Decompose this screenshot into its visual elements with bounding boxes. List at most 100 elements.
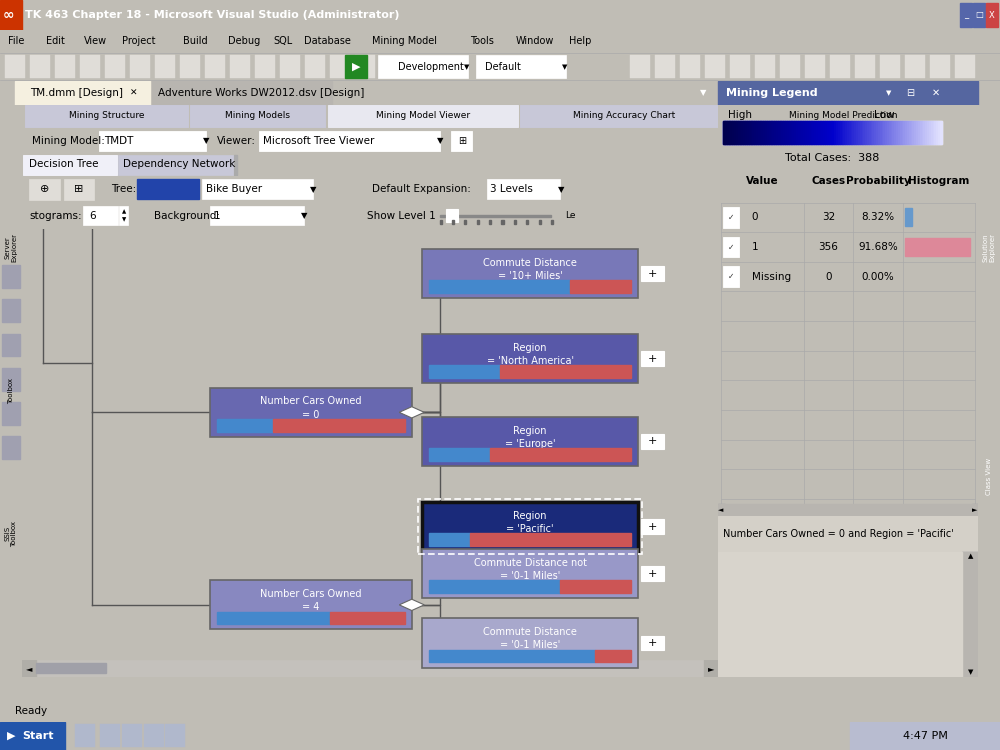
Bar <box>862 122 863 144</box>
Text: Solution
Explorer: Solution Explorer <box>982 233 996 262</box>
Bar <box>422 249 638 298</box>
Bar <box>752 122 754 144</box>
Polygon shape <box>399 599 424 610</box>
Bar <box>792 122 794 144</box>
Text: ▼: ▼ <box>562 64 567 70</box>
Bar <box>818 122 820 144</box>
Bar <box>725 122 727 144</box>
Bar <box>769 122 771 144</box>
Text: Toolbox: Toolbox <box>8 378 14 404</box>
Bar <box>920 122 922 144</box>
Bar <box>750 122 752 144</box>
Text: SSIS
Toolbox: SSIS Toolbox <box>4 520 18 547</box>
Bar <box>856 122 858 144</box>
Bar <box>885 122 887 144</box>
Bar <box>834 122 836 144</box>
Text: Region: Region <box>513 425 547 436</box>
Bar <box>907 122 909 144</box>
Bar <box>800 122 801 144</box>
Text: Edit: Edit <box>46 36 65 46</box>
Text: □: □ <box>975 10 983 20</box>
Bar <box>842 122 843 144</box>
Bar <box>501 220 504 224</box>
Bar <box>923 122 925 144</box>
Bar <box>840 122 842 144</box>
Bar <box>2 265 20 288</box>
Text: Decision Tree: Decision Tree <box>29 159 98 169</box>
Bar <box>863 122 865 144</box>
Bar <box>780 56 800 78</box>
Bar <box>927 122 929 144</box>
Bar <box>789 122 791 144</box>
Bar <box>429 365 500 378</box>
Text: Commute Distance: Commute Distance <box>483 258 577 268</box>
Bar <box>825 122 827 144</box>
Bar <box>500 365 631 378</box>
Bar <box>882 122 883 144</box>
Bar <box>858 122 860 144</box>
Text: Server
Explorer: Server Explorer <box>4 233 18 262</box>
Text: ▲: ▲ <box>968 554 973 560</box>
Bar <box>903 122 905 144</box>
Bar <box>736 122 738 144</box>
Bar <box>894 122 896 144</box>
Text: 1: 1 <box>752 242 758 252</box>
Text: Number Cars Owned: Number Cars Owned <box>260 589 362 599</box>
Text: ▶: ▶ <box>7 730 16 741</box>
Bar <box>514 220 516 224</box>
Text: Mining Legend: Mining Legend <box>726 88 818 98</box>
Text: 4:47 PM: 4:47 PM <box>903 730 947 741</box>
Bar <box>595 650 631 662</box>
Text: Mining Model Prediction: Mining Model Prediction <box>789 111 898 119</box>
Bar <box>704 660 718 676</box>
Bar <box>755 56 775 78</box>
Bar <box>180 56 200 78</box>
Bar <box>641 352 664 366</box>
Text: Low: Low <box>874 110 895 120</box>
Bar <box>105 56 125 78</box>
Bar <box>791 122 792 144</box>
Bar <box>476 56 566 78</box>
Bar <box>155 56 175 78</box>
Text: Microsoft Tree Viewer: Microsoft Tree Viewer <box>263 136 374 146</box>
Bar <box>778 122 780 144</box>
Bar <box>938 122 940 144</box>
Bar <box>832 122 834 144</box>
Bar <box>724 506 745 515</box>
Bar <box>452 220 454 224</box>
Bar <box>791 122 792 144</box>
Bar <box>932 122 934 144</box>
Bar <box>23 154 117 176</box>
Bar <box>2 334 20 356</box>
Bar <box>883 122 885 144</box>
Bar <box>889 122 891 144</box>
Bar <box>905 56 925 78</box>
Bar <box>922 122 923 144</box>
Bar <box>210 388 412 437</box>
Bar <box>869 122 871 144</box>
Bar <box>487 179 560 200</box>
Bar <box>825 122 827 144</box>
Text: = 'Pacific': = 'Pacific' <box>506 524 554 534</box>
Bar <box>896 122 898 144</box>
Bar <box>830 56 850 78</box>
Text: Probability: Probability <box>846 176 910 186</box>
Bar <box>918 122 920 144</box>
Bar <box>880 122 882 144</box>
Bar <box>818 122 820 144</box>
Bar <box>838 122 840 144</box>
Bar <box>847 122 849 144</box>
Bar <box>765 122 767 144</box>
Bar <box>809 122 811 144</box>
Text: = '0-1 Miles': = '0-1 Miles' <box>500 571 560 581</box>
Bar <box>847 122 849 144</box>
Text: = 'North America': = 'North America' <box>487 356 574 366</box>
Bar <box>738 122 740 144</box>
Text: ◄: ◄ <box>718 507 724 513</box>
Text: ◄: ◄ <box>26 664 32 673</box>
Bar <box>812 122 814 144</box>
Bar <box>217 611 330 624</box>
Bar <box>754 122 756 144</box>
Bar <box>831 122 832 144</box>
Bar <box>740 122 741 144</box>
